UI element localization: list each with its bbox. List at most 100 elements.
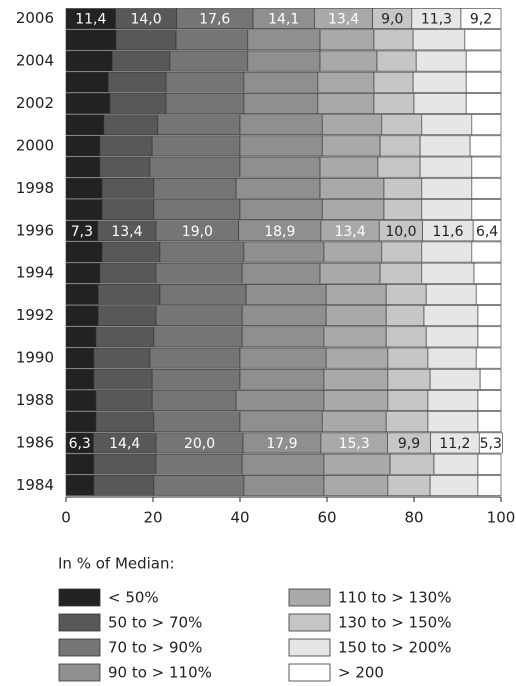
legend-swatch [288,613,331,632]
bar-segment [471,156,502,178]
bar-segment [153,411,241,433]
bar-segment [165,71,245,93]
data-label: 20,0 [184,436,215,452]
bar-segment [323,241,383,263]
bar-segment [159,284,247,305]
bar-segment [65,411,97,433]
bar-segment [101,177,155,199]
bar-segment [319,50,378,72]
bar-segment [385,411,429,433]
data-label: 14,0 [130,12,161,28]
bar-segment [325,284,387,305]
bar-segment [241,262,321,284]
bar-segment [323,390,389,411]
bar-segment [383,177,423,199]
x-tick-label: 60 [317,509,336,527]
bar-segment [421,114,473,136]
bar-segment [421,177,473,199]
bar-segment [425,326,479,348]
bar-segment [65,50,113,72]
bar-segment [157,114,241,136]
bar-segment [65,71,109,93]
bar-segment [245,284,327,305]
bar-segment [421,241,473,263]
bar-segment [385,284,427,305]
bar-segment [387,390,429,411]
bar-segment [65,326,97,348]
bar-segment [101,199,155,220]
legend-label: 110 to > 130% [338,589,451,607]
bar-segment [319,177,385,199]
legend-swatch [58,588,101,607]
bar-segment [421,199,473,220]
bar-segment [325,347,389,369]
bar-segment [65,199,103,220]
bar-segment [99,135,153,157]
bar-segment [323,368,389,390]
y-tick-label: 1986 [16,433,54,451]
y-tick-label: 1996 [16,221,54,239]
bar-segment [155,305,243,327]
bar-segment [427,347,477,369]
x-tick-label: 100 [487,509,516,527]
bar-segment [323,453,391,475]
data-label: 11,3 [421,12,452,28]
data-label: 17,6 [199,12,230,28]
bar-segment [155,453,243,475]
bar-segment [475,284,502,305]
bar-segment [243,71,319,93]
data-label: 18,9 [264,224,295,240]
bar-segment [379,262,423,284]
bar-segment [175,29,249,51]
bar-segment [427,390,479,411]
bar-segment [385,305,425,327]
x-tick-label: 0 [61,509,71,527]
bar-segment [373,29,414,51]
bar-segment [323,326,387,348]
bar-segment [65,284,99,305]
bar-segment [239,114,323,136]
bar-segment [93,453,157,475]
bar-segment [321,114,383,136]
bar-segment [65,474,95,496]
bar-segment [109,93,167,114]
bar-segment [425,284,477,305]
bar-segment [419,156,473,178]
bar-segment [239,156,321,178]
bar-segment [321,199,385,220]
bar-segment [373,93,415,114]
bar-segment [479,368,502,390]
bar-segment [159,241,245,263]
bar-segment [99,156,151,178]
bar-segment [387,347,429,369]
y-tick-label: 2006 [16,9,54,27]
bar-segment [65,262,101,284]
bar-segment [65,453,95,475]
y-tick-label: 2002 [16,94,54,112]
bar-segment [465,50,502,72]
bar-segment [235,177,321,199]
bar-segment [65,241,103,263]
bar-segment [389,453,435,475]
bar-segment [149,347,241,369]
y-tick-label: 1994 [16,264,54,282]
bar-segment [151,390,237,411]
bar-segment [65,177,103,199]
bar-segment [153,326,243,348]
bar-segment [412,29,466,51]
bar-segment [471,199,502,220]
bar-segment [93,474,155,496]
bar-segment [376,50,417,72]
bar-segment [151,368,241,390]
legend-label: 130 to > 150% [338,614,451,632]
bar-segment [153,177,237,199]
data-label: 9,0 [381,12,403,28]
legend-swatch [288,663,331,682]
data-label: 9,9 [398,436,420,452]
bar-segment [95,390,153,411]
bar-segment [149,156,241,178]
bar-segment [247,29,321,51]
legend-swatch [58,638,101,657]
bar-segment [153,474,245,496]
bar-segment [65,305,99,327]
